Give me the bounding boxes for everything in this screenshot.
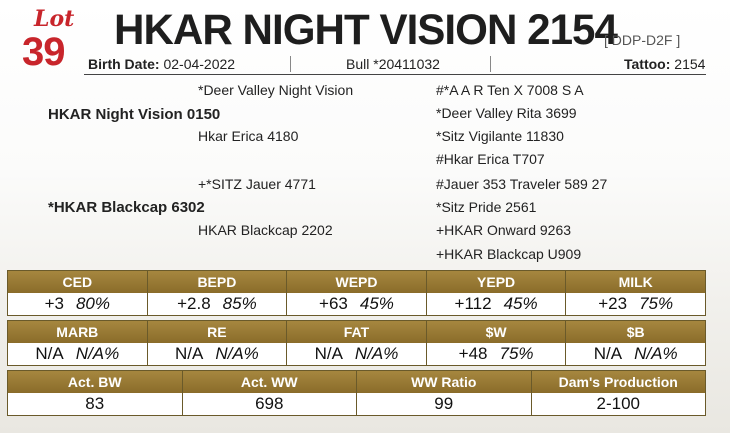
perf-header: Act. WW — [183, 371, 357, 393]
pedigree-dam-dam: HKAR Blackcap 2202 — [198, 222, 333, 238]
perf-header: Act. BW — [8, 371, 183, 393]
epd-cell: N/A N/A% — [593, 344, 678, 363]
epd-header: RE — [148, 321, 288, 343]
epd-cell: +3 80% — [8, 293, 148, 315]
epd-cell: +48 75% — [427, 343, 567, 365]
registration-code: [ DDP-D2F ] — [604, 32, 681, 48]
info-divider — [290, 56, 291, 72]
epd-cell: N/A N/A% — [8, 343, 148, 365]
epd-header: WEPD — [287, 271, 427, 293]
perf-header: Dam's Production — [558, 374, 678, 390]
perf-header: WW Ratio — [357, 371, 532, 393]
pedigree-gg: *Deer Valley Rita 3699 — [436, 105, 577, 121]
epd-cell: +23 75% — [598, 294, 674, 313]
bull-id: Bull *20411032 — [346, 56, 440, 72]
epd-cell: N/A N/A% — [148, 343, 288, 365]
pedigree-gg: *Sitz Vigilante 11830 — [436, 128, 564, 144]
epd-header: YEPD — [427, 271, 567, 293]
info-bar: Birth Date: 02-04-2022 Bull *20411032 Ta… — [84, 52, 706, 75]
pedigree-gg: #Hkar Erica T707 — [436, 151, 545, 167]
pedigree-gg: +HKAR Blackcap U909 — [436, 246, 582, 262]
epd-header: FAT — [287, 321, 427, 343]
perf-cell: 83 — [8, 393, 183, 415]
epd-table-2: MARB RE FAT $W $B N/A N/A% N/A N/A% N/A N/A… — [7, 320, 706, 366]
epd-table-1: CED BEPD WEPD YEPD MILK +3 80% +2.8 85% +6… — [7, 270, 706, 316]
lot-word: Lot — [34, 6, 75, 32]
lot-number: 39 — [22, 30, 65, 74]
epd-header: MARB — [8, 321, 148, 343]
performance-table: Act. BW Act. WW WW Ratio Dam's Productio… — [7, 370, 706, 416]
perf-cell: 698 — [183, 393, 357, 415]
pedigree-gg: +HKAR Onward 9263 — [436, 222, 572, 238]
epd-cell: N/A N/A% — [287, 343, 427, 365]
epd-header: BEPD — [148, 271, 288, 293]
tattoo: Tattoo: 2154 — [624, 56, 706, 72]
pedigree-gg: #Jauer 353 Traveler 589 27 — [436, 176, 608, 192]
epd-header: $W — [427, 321, 567, 343]
perf-cell: 2-100 — [596, 394, 640, 413]
pedigree-dam: *HKAR Blackcap 6302 — [48, 199, 205, 216]
pedigree-gg: *Sitz Pride 2561 — [436, 199, 537, 215]
epd-header: CED — [8, 271, 148, 293]
pedigree-sire-sire: *Deer Valley Night Vision — [198, 82, 354, 98]
pedigree-dam-sire: +*SITZ Jauer 4771 — [198, 176, 316, 192]
pedigree-gg: #*A A R Ten X 7008 S A — [436, 82, 584, 98]
epd-header: MILK — [618, 274, 653, 290]
perf-cell: 99 — [357, 393, 532, 415]
pedigree-sire: HKAR Night Vision 0150 — [48, 106, 221, 123]
pedigree-sire-dam: Hkar Erica 4180 — [198, 128, 299, 144]
animal-title: HKAR NIGHT VISION 2154 — [114, 6, 618, 54]
info-divider — [490, 56, 491, 72]
epd-cell: +63 45% — [287, 293, 427, 315]
epd-cell: +2.8 85% — [148, 293, 288, 315]
birth-date: Birth Date: 02-04-2022 — [88, 56, 236, 72]
epd-header: $B — [626, 324, 645, 340]
epd-cell: +112 45% — [427, 293, 567, 315]
